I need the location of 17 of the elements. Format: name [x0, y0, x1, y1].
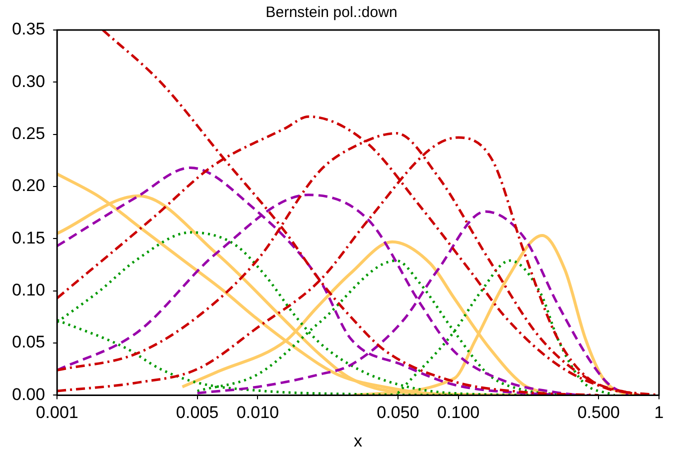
y-tick-label: 0.30: [12, 72, 46, 91]
y-tick-label: 0.25: [12, 124, 46, 144]
y-tick-label: 0.10: [12, 280, 46, 300]
x-tick-label: 0.010: [236, 403, 279, 422]
y-tick-label: 0.15: [12, 228, 46, 248]
x-axis-title: x: [354, 431, 363, 450]
x-tick-label: 0.050: [376, 403, 420, 422]
y-tick-label: 0.35: [12, 20, 46, 39]
y-tick-label: 0.05: [12, 332, 46, 352]
chart-title: Bernstein pol.:down: [266, 4, 398, 22]
x-tick-label: 0.005: [176, 403, 219, 422]
x-tick-label: 0.100: [437, 403, 480, 422]
y-tick-label: 0.00: [12, 384, 46, 404]
x-tick-label: 1: [654, 403, 664, 422]
y-tick-label: 0.20: [12, 176, 46, 196]
x-tick-label: 0.500: [577, 403, 620, 422]
x-tick-label: 0.001: [36, 403, 78, 422]
